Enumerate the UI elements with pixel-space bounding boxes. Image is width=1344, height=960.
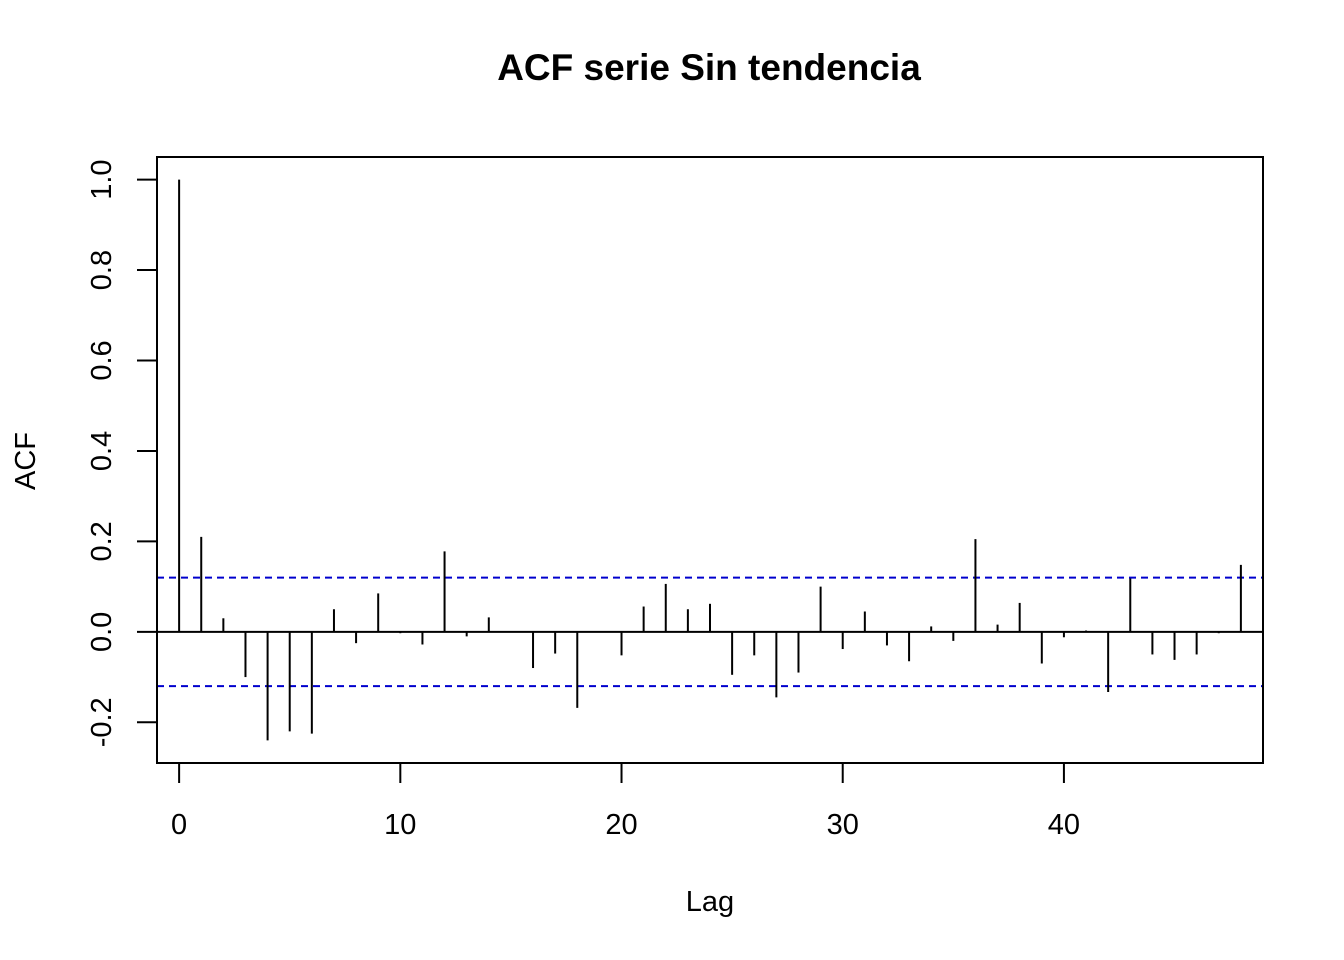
chart-title: ACF serie Sin tendencia xyxy=(497,47,921,88)
y-tick-label-0.8: 0.8 xyxy=(86,250,118,290)
x-tick-label-20: 20 xyxy=(605,809,637,841)
x-tick-label-10: 10 xyxy=(384,809,416,841)
y-axis: -0.2 0.0 0.2 0.4 0.6 0.8 1.0 xyxy=(86,159,158,747)
y-axis-label: ACF xyxy=(10,432,42,490)
x-axis: 0 10 20 30 40 xyxy=(171,762,1080,841)
y-tick-label-0.4: 0.4 xyxy=(86,431,118,471)
y-tick-label-0.2: 0.2 xyxy=(86,521,118,561)
y-tick-label-0.0: 0.0 xyxy=(86,612,118,652)
y-tick-label--0.2: -0.2 xyxy=(86,697,118,747)
plot-area xyxy=(157,179,1263,741)
x-axis-label: Lag xyxy=(686,886,734,918)
y-tick-label-0.6: 0.6 xyxy=(86,340,118,380)
x-tick-label-40: 40 xyxy=(1048,809,1080,841)
x-tick-label-30: 30 xyxy=(827,809,859,841)
y-tick-label-1.0: 1.0 xyxy=(86,159,118,199)
x-tick-label-0: 0 xyxy=(171,809,187,841)
